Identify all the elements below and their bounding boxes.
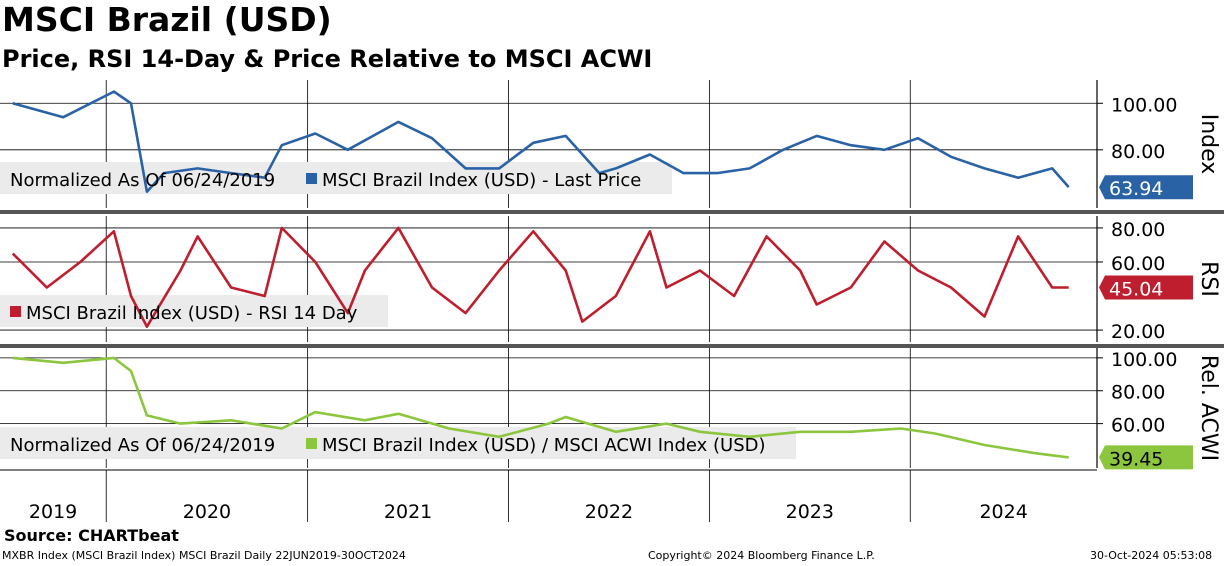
chart-title: MSCI Brazil (USD) [2, 0, 332, 39]
x-axis: 2019 2020 2021 2022 2023 2024 [0, 469, 1097, 523]
last-value-label: 39.45 [1109, 448, 1163, 470]
series-line [12, 90, 1070, 193]
y-tick-label: 100.00 [1111, 349, 1177, 371]
legend-swatch [306, 173, 317, 184]
legend-normalized-label: Normalized As Of 06/24/2019 [10, 170, 275, 191]
last-value-box [1099, 175, 1193, 200]
y-tick-label: 80.00 [1111, 382, 1165, 404]
last-value-label: 45.04 [1109, 278, 1163, 300]
last-value-label: 63.94 [1109, 178, 1163, 200]
relative-panel: 100.00 80.00 60.00 Normalized As Of 06/24/2… [0, 348, 1221, 470]
panel-divider [0, 344, 1224, 348]
legend-swatch [306, 438, 317, 449]
footer-copyright: Copyright© 2024 Bloomberg Finance L.P. [648, 549, 875, 562]
chart-panels: 100.00 80.00 Normalized As Of 06/24/2019 MS… [0, 80, 1224, 470]
x-tick-label: 2023 [786, 501, 834, 523]
x-tick-label: 2024 [979, 501, 1027, 523]
y-tick-label: 60.00 [1111, 253, 1165, 275]
last-value-box [1099, 275, 1193, 300]
price-panel: 100.00 80.00 Normalized As Of 06/24/2019 MS… [0, 80, 1224, 214]
source-label: Source: CHARTbeat [4, 526, 179, 545]
legend-box [0, 295, 388, 327]
legend-series-label: MSCI Brazil Index (USD) - Last Price [322, 170, 641, 191]
panel-axis-label: Index [1196, 114, 1221, 175]
series-line [11, 226, 1069, 329]
x-tick-label: 2022 [585, 501, 633, 523]
legend-normalized-label: Normalized As Of 06/24/2019 [10, 435, 275, 456]
x-tick-label: 2020 [183, 501, 231, 523]
x-tick-label: 2019 [29, 501, 77, 523]
last-value-box [1099, 445, 1193, 470]
legend-box [0, 162, 672, 194]
series-line [12, 356, 1069, 459]
footer-timestamp: 30-Oct-2024 05:53:08 [1090, 549, 1213, 562]
y-tick-label: 80.00 [1111, 219, 1165, 241]
legend-series-label: MSCI Brazil Index (USD) / MSCI ACWI Inde… [322, 435, 766, 456]
y-tick-label: 20.00 [1111, 321, 1165, 343]
panel-axis-label: RSI [1196, 261, 1221, 297]
x-tick-label: 2021 [384, 501, 432, 523]
y-tick-label: 100.00 [1111, 94, 1177, 116]
panel-axis-label: Rel. ACWI [1196, 355, 1221, 461]
panel-divider [0, 210, 1224, 214]
footer-ticker-info: MXBR Index (MSCI Brazil Index) MSCI Braz… [2, 549, 406, 562]
rsi-panel: 80.00 60.00 20.00 MSCI Brazil Index (USD) -… [0, 216, 1224, 348]
legend-box [0, 427, 796, 459]
y-tick-label: 80.00 [1111, 141, 1165, 163]
legend-swatch [10, 306, 21, 317]
y-tick-label: 60.00 [1111, 415, 1165, 437]
chart-subtitle: Price, RSI 14-Day & Price Relative to MS… [2, 45, 653, 73]
legend-series-label: MSCI Brazil Index (USD) - RSI 14 Day [26, 303, 358, 324]
